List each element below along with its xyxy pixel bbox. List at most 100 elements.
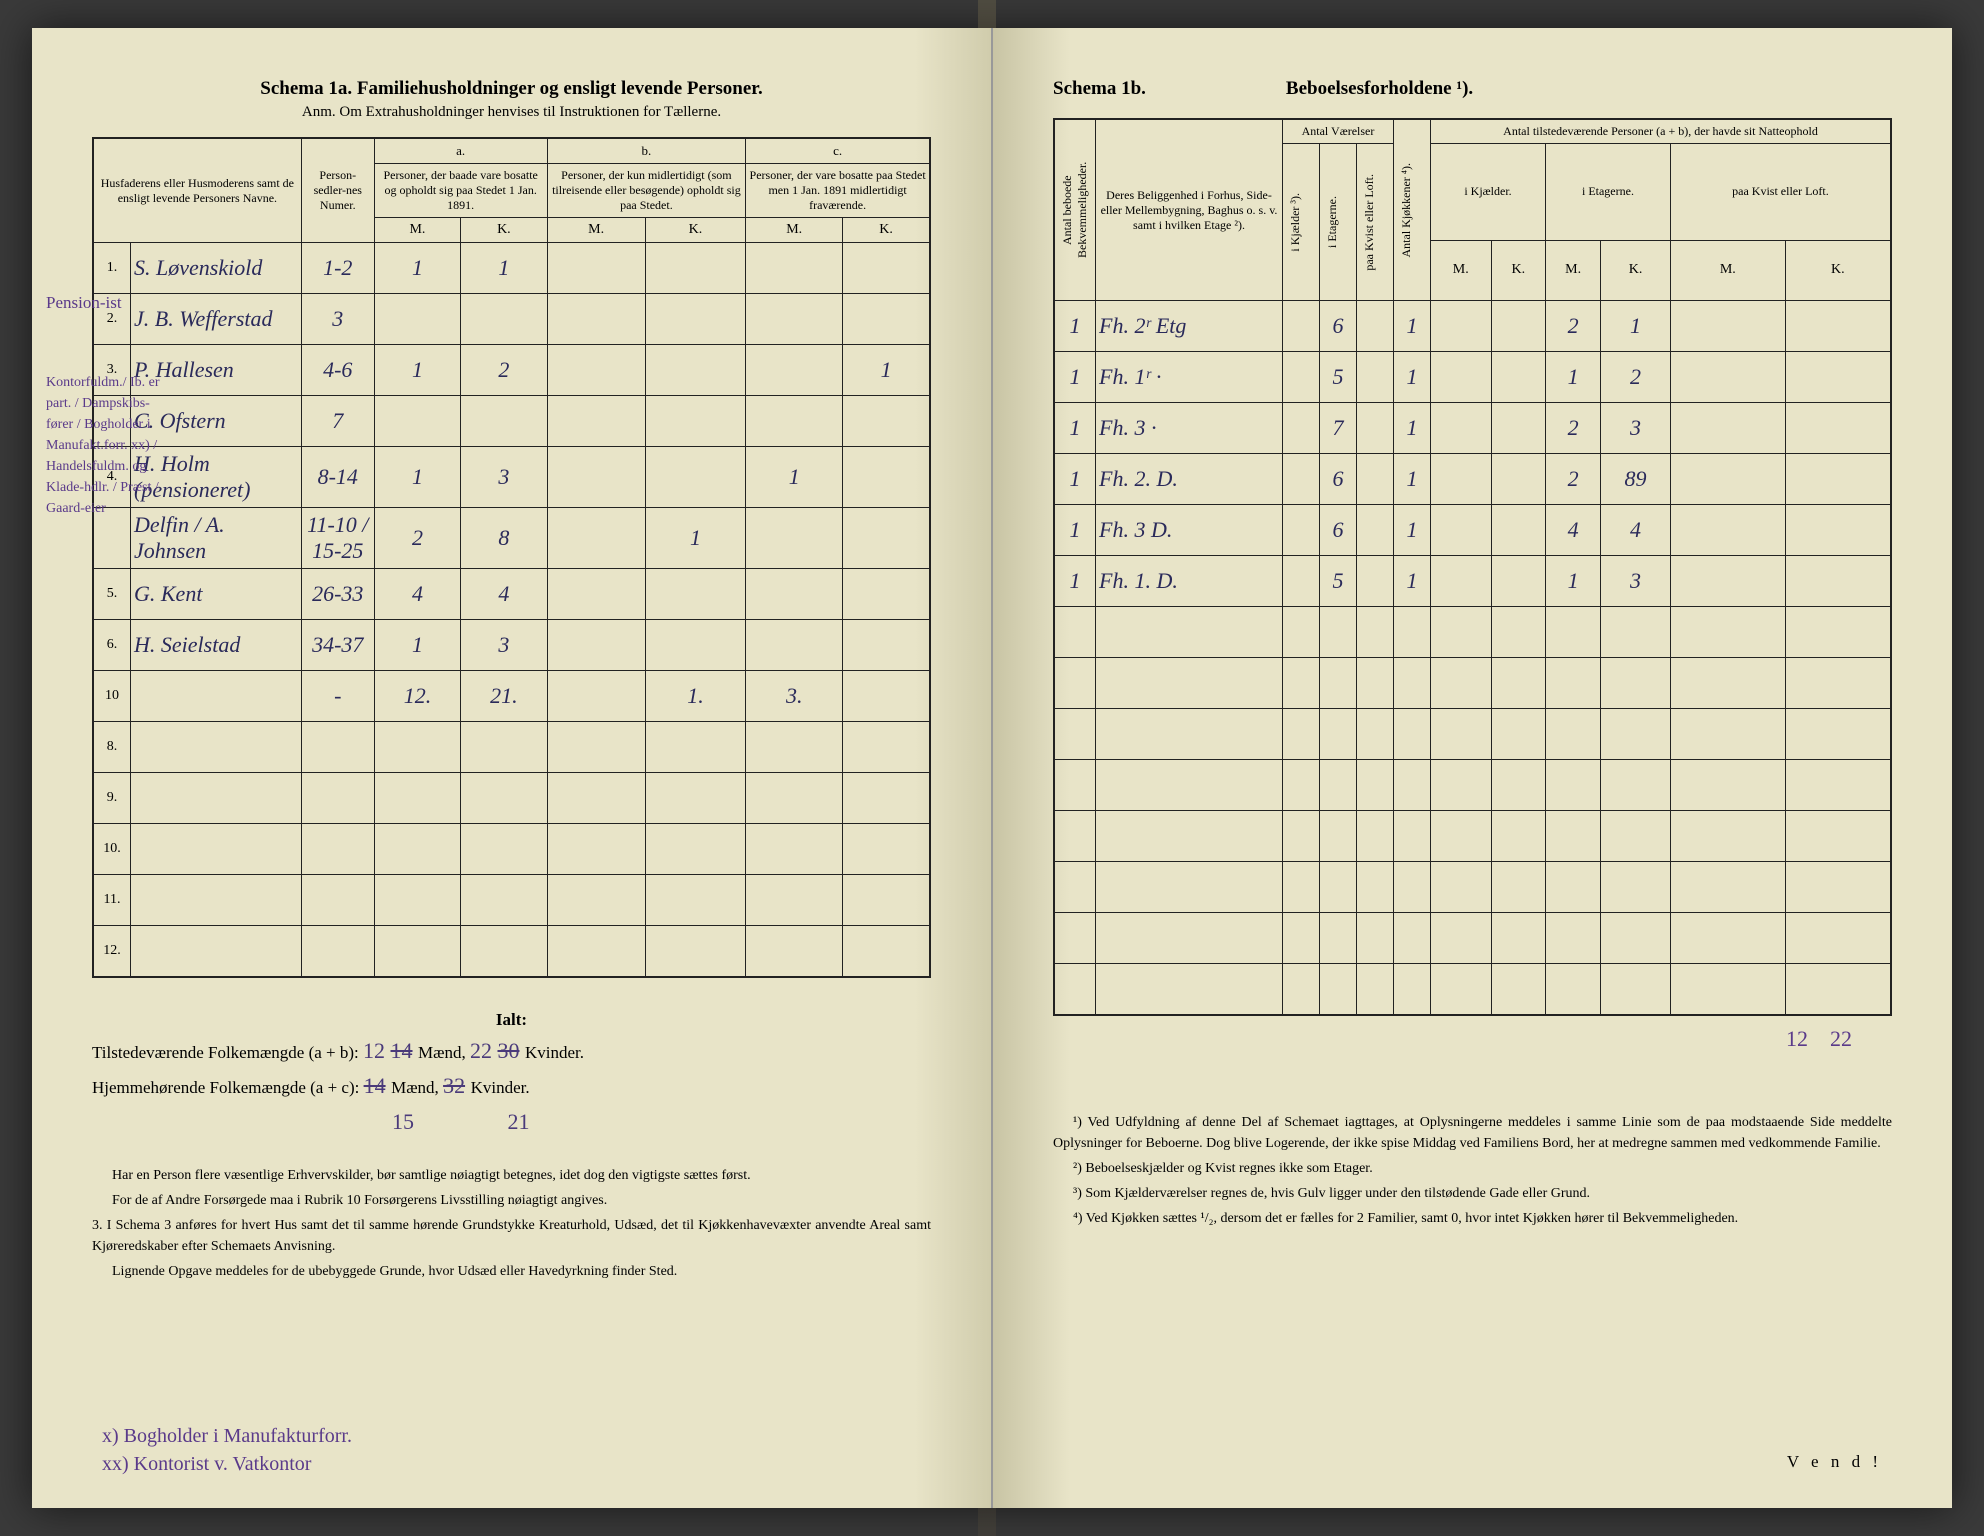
fn4: ⁴) Ved Kjøkken sættes ¹/₂, dersom det er… <box>1053 1208 1892 1229</box>
fn3: ³) Som Kjælderværelser regnes de, hvis G… <box>1053 1183 1892 1204</box>
rooms-et: 6 <box>1320 505 1357 556</box>
sum-line-1: Tilstedeværende Folkemængde (a + b): 12 … <box>92 1033 931 1068</box>
table-row: 8. <box>93 722 930 773</box>
census-book-spread: Schema 1a. Familiehusholdninger og ensli… <box>32 28 1952 1508</box>
a-m: 1 <box>374 620 460 671</box>
kitchens: 1 <box>1394 301 1431 352</box>
a-m <box>374 824 460 875</box>
kitchens: 1 <box>1394 454 1431 505</box>
row-number: 12. <box>93 926 131 978</box>
table-row: 3.P. Hallesen4-6121 <box>93 345 930 396</box>
rooms-kv <box>1357 658 1394 709</box>
note-p2: For de af Andre Forsørgede maa i Rubrik … <box>92 1190 931 1211</box>
antal-bekv: 1 <box>1054 454 1096 505</box>
pers-et-k <box>1601 913 1671 964</box>
left-census-table: Husfaderens eller Husmoderens samt de en… <box>92 137 931 978</box>
table-row: C. Ofstern7 <box>93 396 930 447</box>
table-row <box>1054 913 1891 964</box>
antal-bekv <box>1054 607 1096 658</box>
row-number: 5. <box>93 569 131 620</box>
c-k <box>843 620 930 671</box>
pers-kv-m <box>1670 607 1785 658</box>
ialt-label: Ialt: <box>92 1006 931 1033</box>
table-row: 4.H. Holm (pensioneret)8-14131 <box>93 447 930 508</box>
pers-kv-k <box>1785 454 1891 505</box>
a-m: 1 <box>374 243 460 294</box>
c-k <box>843 722 930 773</box>
rooms-kv <box>1357 454 1394 505</box>
fn2: ²) Beboelseskjælder og Kvist regnes ikke… <box>1053 1158 1892 1179</box>
pers-kj-k <box>1491 658 1545 709</box>
row-number: 10 <box>93 671 131 722</box>
note-p3: 3. I Schema 3 anføres for hvert Hus samt… <box>92 1215 931 1257</box>
rooms-kv <box>1357 556 1394 607</box>
sedler-num: 3 <box>301 294 374 345</box>
pers-kj-k <box>1491 862 1545 913</box>
vh4-text: paa Kvist eller Loft. <box>1360 168 1379 277</box>
pers-kj-k <box>1491 352 1545 403</box>
table-row: 12. <box>93 926 930 978</box>
vh-kitchen: Antal Kjøkkener ⁴). <box>1394 119 1431 301</box>
rooms-et <box>1320 964 1357 1016</box>
a-k: 21. <box>461 671 547 722</box>
rooms-kj <box>1283 964 1320 1016</box>
b-k: 1 <box>645 508 745 569</box>
rooms-kj <box>1283 760 1320 811</box>
c-k <box>843 773 930 824</box>
c-m <box>746 824 843 875</box>
rooms-et: 5 <box>1320 352 1357 403</box>
antal-bekv <box>1054 811 1096 862</box>
antal-bekv: 1 <box>1054 556 1096 607</box>
pers-kj-m <box>1431 709 1492 760</box>
c-m <box>746 396 843 447</box>
a-k <box>461 773 547 824</box>
vh-kj: i Kjælder ³). <box>1283 144 1320 301</box>
pers-kj-k <box>1491 811 1545 862</box>
note-p4: Lignende Opgave meddeles for de ubebygge… <box>92 1261 931 1282</box>
row-number: 6. <box>93 620 131 671</box>
a-m <box>374 722 460 773</box>
a-m: 12. <box>374 671 460 722</box>
vendt-text: V e n d ! <box>1787 1452 1882 1472</box>
pers-kj-k <box>1491 454 1545 505</box>
pers-et-m: 2 <box>1546 301 1601 352</box>
sedler-num: 34-37 <box>301 620 374 671</box>
kitchens <box>1394 760 1431 811</box>
rooms-kj <box>1283 607 1320 658</box>
person-name <box>131 722 302 773</box>
total-etm: 12 <box>1786 1026 1808 1051</box>
mk-m: M. <box>547 218 645 243</box>
antal-bekv: 1 <box>1054 301 1096 352</box>
mk-k: K. <box>1491 240 1545 300</box>
vh-kv: paa Kvist eller Loft. <box>1357 144 1394 301</box>
head-persons: Antal tilstedeværende Personer (a + b), … <box>1431 119 1892 144</box>
kitchens: 1 <box>1394 352 1431 403</box>
table-row <box>1054 811 1891 862</box>
sec-a: a. <box>374 138 547 164</box>
sedler-num <box>301 773 374 824</box>
beliggenhed: Fh. 1. D. <box>1096 556 1283 607</box>
mk-m: M. <box>1431 240 1492 300</box>
rooms-kv <box>1357 811 1394 862</box>
pers-kj-k <box>1491 964 1545 1016</box>
pers-et-k <box>1601 964 1671 1016</box>
kitchens <box>1394 811 1431 862</box>
beliggenhed <box>1096 964 1283 1016</box>
mk-k: K. <box>843 218 930 243</box>
pers-kj-m <box>1431 454 1492 505</box>
sedler-num <box>301 875 374 926</box>
pers-et-m <box>1546 607 1601 658</box>
pers-et-m <box>1546 760 1601 811</box>
b-k <box>645 722 745 773</box>
beliggenhed: Fh. 2ʳ Etg <box>1096 301 1283 352</box>
pers-et-m <box>1546 913 1601 964</box>
c-m <box>746 875 843 926</box>
sum-line-2: Hjemmehørende Folkemængde (a + c): 14 Mæ… <box>92 1068 931 1103</box>
a-k <box>461 396 547 447</box>
b-k <box>645 294 745 345</box>
right-column-totals: 12 22 <box>1053 1026 1892 1052</box>
total-etk: 22 <box>1830 1026 1852 1051</box>
sedler-num: 8-14 <box>301 447 374 508</box>
pers-kj-k <box>1491 556 1545 607</box>
antal-bekv: 1 <box>1054 505 1096 556</box>
